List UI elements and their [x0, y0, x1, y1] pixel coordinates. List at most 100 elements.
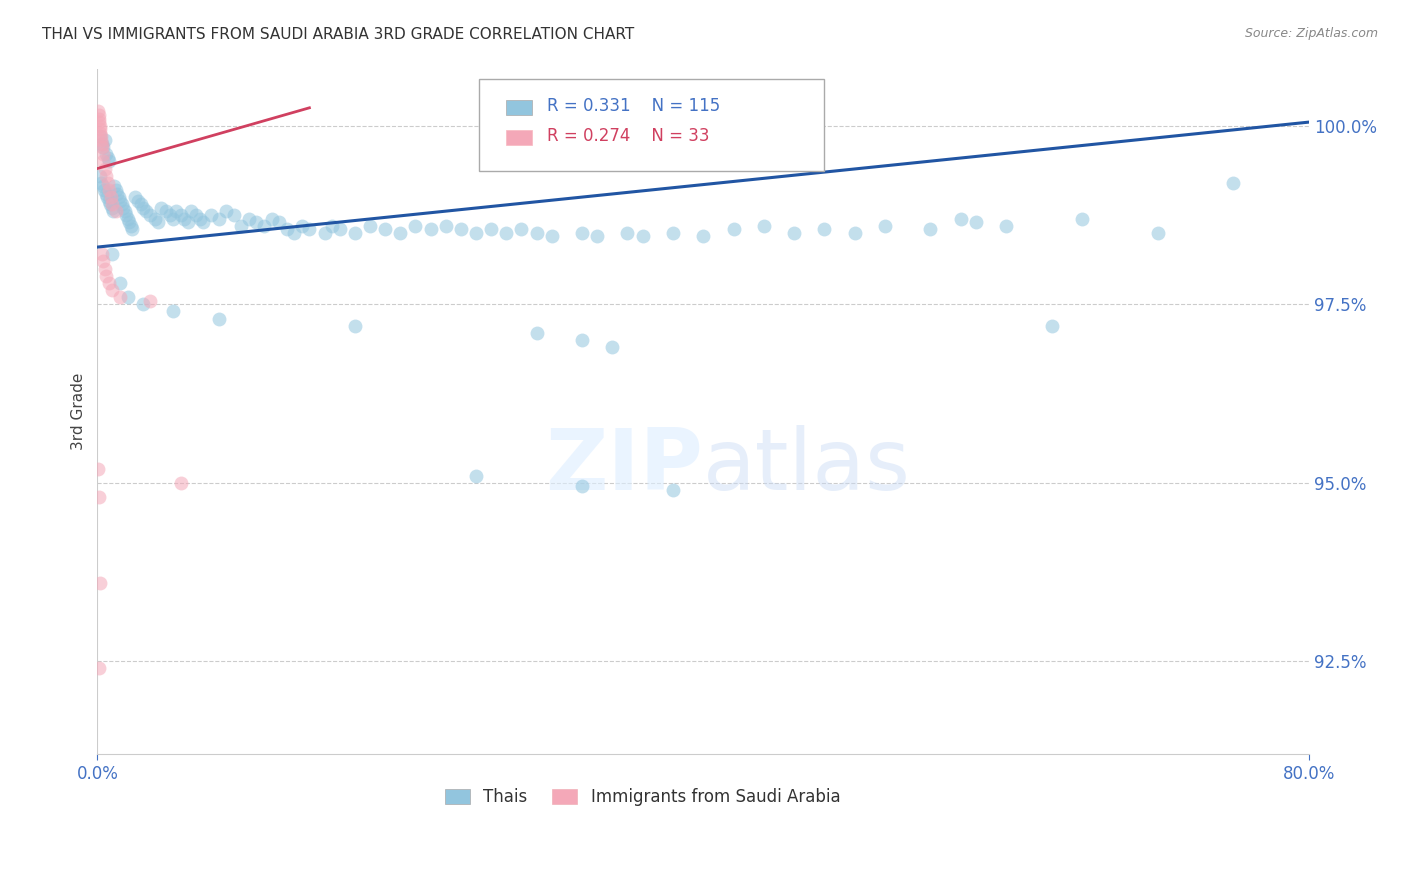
- Point: [143, 211, 166, 226]
- Point: [100, 190, 122, 204]
- Point: [89, 129, 111, 144]
- Point: [450, 222, 472, 236]
- Point: [215, 204, 238, 219]
- Point: [94, 161, 117, 176]
- Text: atlas: atlas: [703, 425, 911, 508]
- Point: [91, 147, 114, 161]
- Point: [343, 318, 366, 333]
- Text: ZIP: ZIP: [546, 425, 703, 508]
- Point: [124, 190, 146, 204]
- Point: [245, 215, 267, 229]
- Text: R = 0.331    N = 115: R = 0.331 N = 115: [547, 97, 720, 115]
- Point: [329, 222, 352, 236]
- Point: [94, 261, 117, 276]
- Point: [101, 247, 124, 261]
- Point: [108, 290, 131, 304]
- Point: [571, 479, 593, 493]
- Point: [97, 151, 120, 165]
- Point: [90, 136, 112, 151]
- Point: [723, 222, 745, 236]
- Point: [101, 197, 124, 211]
- Point: [97, 176, 120, 190]
- Point: [97, 194, 120, 208]
- Point: [90, 247, 112, 261]
- Point: [188, 211, 211, 226]
- Point: [93, 154, 115, 169]
- Point: [94, 186, 117, 201]
- Point: [96, 169, 118, 183]
- Point: [949, 211, 972, 226]
- Point: [146, 215, 169, 229]
- Point: [165, 204, 187, 219]
- Point: [260, 211, 283, 226]
- Point: [389, 226, 412, 240]
- Point: [91, 179, 114, 194]
- Point: [662, 226, 685, 240]
- Point: [98, 197, 121, 211]
- Point: [96, 268, 118, 283]
- Point: [177, 215, 200, 229]
- Point: [1146, 226, 1168, 240]
- Point: [276, 222, 298, 236]
- Point: [135, 204, 157, 219]
- Point: [180, 204, 202, 219]
- Point: [121, 222, 143, 236]
- Point: [193, 215, 215, 229]
- Point: [107, 190, 129, 204]
- FancyBboxPatch shape: [506, 129, 533, 145]
- Point: [98, 276, 121, 290]
- Point: [93, 140, 115, 154]
- Point: [115, 208, 138, 222]
- Point: [662, 483, 685, 497]
- Point: [253, 219, 276, 233]
- Point: [173, 211, 195, 226]
- Point: [155, 204, 177, 219]
- Point: [89, 169, 111, 183]
- Point: [314, 226, 336, 240]
- Point: [616, 226, 638, 240]
- Point: [89, 115, 111, 129]
- Point: [995, 219, 1018, 233]
- Point: [114, 204, 136, 219]
- Point: [526, 326, 548, 340]
- Point: [93, 183, 115, 197]
- Point: [1222, 176, 1244, 190]
- Point: [692, 229, 714, 244]
- Point: [87, 108, 110, 122]
- Point: [571, 333, 593, 347]
- Point: [1040, 318, 1063, 333]
- Point: [752, 219, 775, 233]
- Point: [132, 201, 155, 215]
- Point: [813, 222, 835, 236]
- Point: [117, 290, 139, 304]
- Point: [90, 136, 112, 151]
- Point: [169, 208, 191, 222]
- Point: [465, 226, 488, 240]
- Point: [117, 211, 139, 226]
- Point: [110, 197, 132, 211]
- Point: [87, 112, 110, 126]
- Point: [965, 215, 987, 229]
- Point: [96, 147, 118, 161]
- Point: [540, 229, 562, 244]
- Text: R = 0.274    N = 33: R = 0.274 N = 33: [547, 127, 710, 145]
- Point: [571, 226, 593, 240]
- Point: [90, 133, 112, 147]
- Point: [222, 208, 245, 222]
- Point: [90, 176, 112, 190]
- Point: [586, 229, 609, 244]
- Point: [1070, 211, 1092, 226]
- Point: [207, 311, 229, 326]
- Point: [103, 179, 125, 194]
- Point: [184, 208, 207, 222]
- Point: [149, 201, 172, 215]
- Point: [118, 215, 141, 229]
- Point: [112, 201, 135, 215]
- Point: [631, 229, 654, 244]
- Text: THAI VS IMMIGRANTS FROM SAUDI ARABIA 3RD GRADE CORRELATION CHART: THAI VS IMMIGRANTS FROM SAUDI ARABIA 3RD…: [42, 27, 634, 42]
- Point: [132, 297, 155, 311]
- Point: [89, 575, 111, 590]
- Legend: Thais, Immigrants from Saudi Arabia: Thais, Immigrants from Saudi Arabia: [436, 780, 849, 814]
- Point: [100, 201, 122, 215]
- Point: [207, 211, 229, 226]
